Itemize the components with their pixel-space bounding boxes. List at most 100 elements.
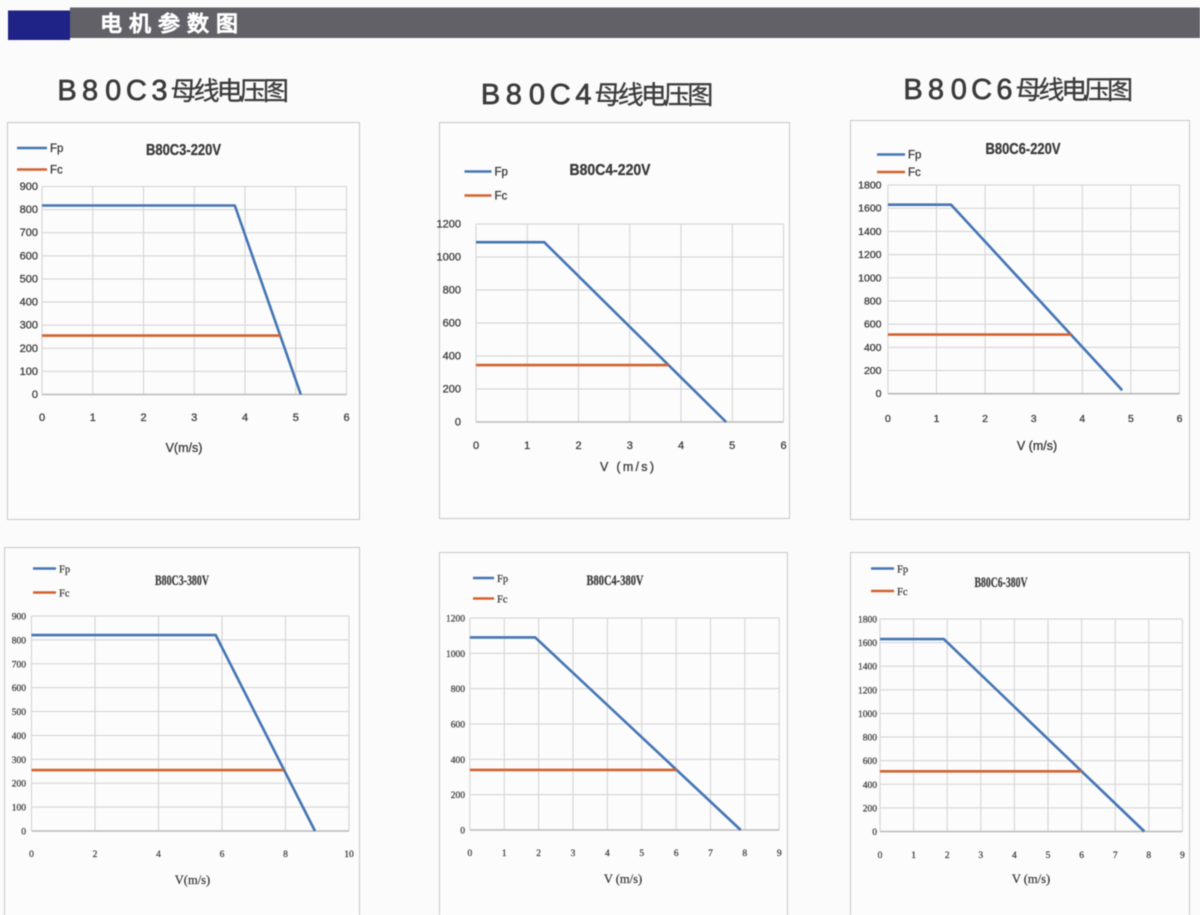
svg-text:1600: 1600 <box>858 203 882 215</box>
svg-text:1800: 1800 <box>858 616 877 626</box>
svg-text:700: 700 <box>20 227 38 239</box>
svg-text:1200: 1200 <box>437 219 461 231</box>
svg-text:3: 3 <box>191 412 197 424</box>
svg-text:800: 800 <box>443 285 461 297</box>
svg-text:0: 0 <box>473 440 479 452</box>
svg-text:1200: 1200 <box>446 615 465 625</box>
svg-text:1000: 1000 <box>858 710 877 720</box>
svg-text:200: 200 <box>451 791 466 801</box>
svg-text:5: 5 <box>293 412 299 424</box>
svg-text:1800: 1800 <box>858 180 882 192</box>
svg-text:Fp: Fp <box>897 565 908 576</box>
svg-text:800: 800 <box>20 204 38 216</box>
svg-text:4: 4 <box>1012 851 1017 861</box>
svg-text:7: 7 <box>1113 851 1118 861</box>
svg-text:300: 300 <box>12 756 27 766</box>
svg-text:0: 0 <box>529 79 545 111</box>
svg-text:500: 500 <box>20 273 38 285</box>
svg-text:C: C <box>550 79 571 111</box>
svg-text:Fp: Fp <box>497 574 508 585</box>
svg-text:1000: 1000 <box>446 650 465 660</box>
svg-text:800: 800 <box>12 636 27 646</box>
svg-text:3: 3 <box>571 849 576 859</box>
svg-text:1600: 1600 <box>858 639 877 649</box>
svg-text:3: 3 <box>151 75 167 107</box>
svg-text:6: 6 <box>343 412 349 424</box>
svg-text:900: 900 <box>20 181 38 193</box>
svg-text:5: 5 <box>1128 413 1134 425</box>
svg-text:600: 600 <box>863 757 878 767</box>
svg-text:10: 10 <box>344 850 354 860</box>
svg-text:B: B <box>57 75 76 107</box>
svg-text:5: 5 <box>639 849 644 859</box>
svg-text:V (m/s): V (m/s) <box>1017 439 1057 453</box>
svg-text:700: 700 <box>12 660 27 670</box>
svg-text:200: 200 <box>12 780 27 790</box>
svg-text:1400: 1400 <box>858 663 877 673</box>
svg-text:200: 200 <box>443 384 461 396</box>
svg-text:4: 4 <box>242 412 248 424</box>
svg-text:6: 6 <box>996 74 1012 106</box>
svg-text:1000: 1000 <box>858 272 882 284</box>
svg-text:B80C4-220V: B80C4-220V <box>570 162 652 179</box>
svg-text:9: 9 <box>777 849 782 859</box>
svg-text:C: C <box>126 75 147 107</box>
svg-text:1: 1 <box>524 440 530 452</box>
svg-text:600: 600 <box>451 721 466 731</box>
svg-text:B80C6-380V: B80C6-380V <box>975 575 1028 591</box>
svg-text:4: 4 <box>156 850 161 860</box>
svg-text:Fp: Fp <box>59 565 70 576</box>
svg-text:400: 400 <box>12 732 27 742</box>
svg-text:Fc: Fc <box>50 165 63 177</box>
svg-text:100: 100 <box>20 366 38 378</box>
svg-text:1400: 1400 <box>858 226 882 238</box>
svg-text:0: 0 <box>21 828 26 838</box>
svg-text:3: 3 <box>978 851 983 861</box>
svg-text:0: 0 <box>878 851 883 861</box>
svg-text:1: 1 <box>911 851 916 861</box>
svg-text:800: 800 <box>863 734 878 744</box>
svg-text:500: 500 <box>12 708 27 718</box>
svg-text:6: 6 <box>780 440 786 452</box>
svg-text:B80C6-220V: B80C6-220V <box>986 141 1061 158</box>
svg-text:8: 8 <box>742 849 747 859</box>
svg-text:9: 9 <box>1180 851 1185 861</box>
svg-text:3: 3 <box>627 440 633 452</box>
svg-text:4: 4 <box>575 79 591 111</box>
svg-text:V (m/s): V (m/s) <box>604 872 642 886</box>
svg-text:1: 1 <box>502 849 507 859</box>
svg-text:0: 0 <box>885 413 891 425</box>
svg-text:5: 5 <box>1046 851 1051 861</box>
svg-text:8: 8 <box>82 75 98 107</box>
svg-text:4: 4 <box>605 849 610 859</box>
svg-text:800: 800 <box>451 685 466 695</box>
svg-text:6: 6 <box>220 850 225 860</box>
svg-text:600: 600 <box>864 319 882 331</box>
svg-text:400: 400 <box>864 342 882 354</box>
svg-text:7: 7 <box>708 849 713 859</box>
svg-text:6: 6 <box>1177 413 1183 425</box>
svg-text:B: B <box>903 74 922 106</box>
svg-text:Fc: Fc <box>59 589 70 600</box>
svg-text:2: 2 <box>93 850 98 860</box>
svg-text:V(m/s): V(m/s) <box>166 441 203 455</box>
svg-text:8: 8 <box>283 850 288 860</box>
svg-text:B: B <box>481 79 500 111</box>
svg-text:0: 0 <box>876 388 882 400</box>
svg-text:8: 8 <box>506 79 522 111</box>
svg-text:0: 0 <box>872 828 877 838</box>
svg-text:600: 600 <box>20 250 38 262</box>
svg-text:0: 0 <box>29 850 34 860</box>
svg-text:4: 4 <box>1079 413 1085 425</box>
svg-text:V (m/s): V (m/s) <box>600 460 654 474</box>
svg-text:1200: 1200 <box>858 686 877 696</box>
svg-text:200: 200 <box>864 365 882 377</box>
svg-text:100: 100 <box>12 804 27 814</box>
svg-text:B80C3-220V: B80C3-220V <box>146 142 222 159</box>
svg-text:Fc: Fc <box>497 595 508 606</box>
svg-text:0: 0 <box>39 412 45 424</box>
svg-text:400: 400 <box>863 781 878 791</box>
svg-text:4: 4 <box>678 440 684 452</box>
svg-text:6: 6 <box>674 849 679 859</box>
svg-text:0: 0 <box>32 389 38 401</box>
